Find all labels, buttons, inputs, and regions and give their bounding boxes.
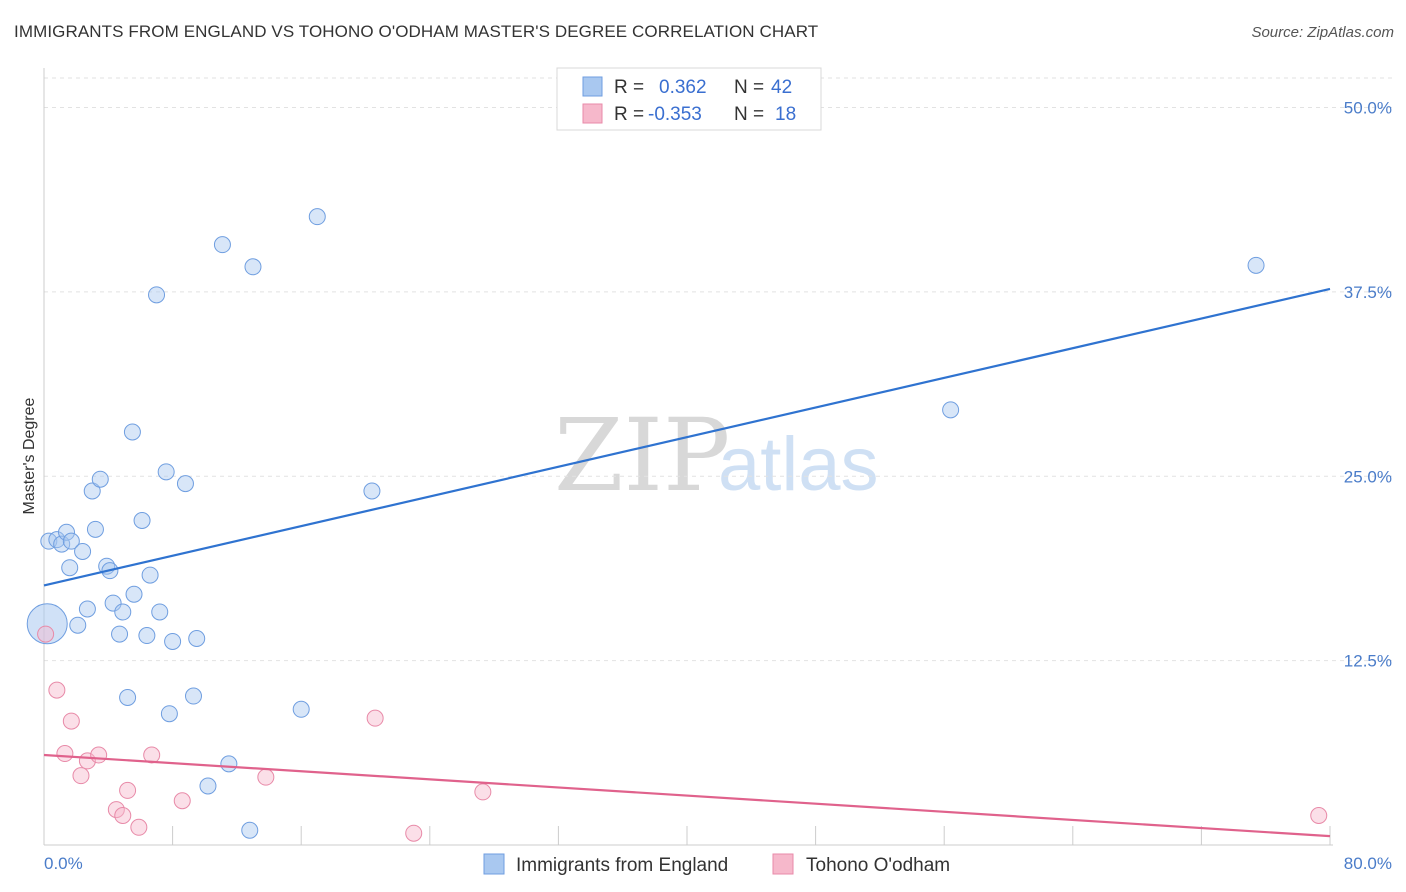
watermark-zip: ZIP xyxy=(554,397,730,514)
point-england-6 xyxy=(69,616,87,634)
point-tohono-1 xyxy=(48,681,66,699)
y-tick-label-37.5: 37.5% xyxy=(1344,283,1392,302)
point-tohono-13 xyxy=(257,768,275,786)
y-tick-labels: 12.5% 25.0% 37.5% 50.0% xyxy=(1344,99,1392,671)
point-england-22 xyxy=(141,566,159,584)
point-tohono-2 xyxy=(56,745,74,763)
point-england-7 xyxy=(74,542,92,560)
point-tohono-7 xyxy=(107,801,125,819)
point-tohono-17 xyxy=(1310,807,1328,824)
point-tohono-0 xyxy=(37,625,55,643)
point-england-31 xyxy=(199,777,217,795)
legend-r-label-england: R = xyxy=(614,77,644,98)
point-england-20 xyxy=(133,512,151,529)
bottom-legend: Immigrants from England Tohono O'odham xyxy=(483,853,950,876)
point-tohono-16 xyxy=(474,783,492,801)
point-tohono-3 xyxy=(62,712,80,730)
bottom-legend-swatch-england xyxy=(483,853,505,875)
legend-n-label-tohono: N = xyxy=(734,104,764,125)
legend-n-value-tohono: 18 xyxy=(775,104,796,125)
y-tick-label-12.5: 12.5% xyxy=(1344,652,1392,671)
point-england-23 xyxy=(148,286,166,304)
legend-swatch-england xyxy=(582,76,603,97)
chart-title: IMMIGRANTS FROM ENGLAND VS TOHONO O'ODHA… xyxy=(14,22,819,41)
series-immigrants-from-england xyxy=(26,208,1265,839)
y-axis-label: Master's Degree xyxy=(21,397,38,514)
x-tick-label-max: 80.0% xyxy=(1344,854,1392,873)
point-england-11 xyxy=(91,470,109,488)
point-england-34 xyxy=(241,821,259,839)
point-england-10 xyxy=(86,520,104,538)
x-tick-marks xyxy=(43,826,1331,845)
point-england-35 xyxy=(244,258,262,276)
series-tohono-oodham xyxy=(37,625,1328,842)
bottom-legend-label-tohono: Tohono O'odham xyxy=(806,855,950,876)
point-england-25 xyxy=(157,463,175,481)
point-england-19 xyxy=(125,585,143,603)
point-england-8 xyxy=(78,600,96,618)
point-england-14 xyxy=(104,594,122,612)
legend-r-value-tohono: -0.353 xyxy=(648,104,702,125)
point-england-3 xyxy=(58,523,76,541)
point-tohono-4 xyxy=(72,767,90,785)
point-england-33 xyxy=(220,755,238,773)
axes xyxy=(43,68,1333,846)
point-england-28 xyxy=(176,475,194,493)
point-england-24 xyxy=(151,603,169,621)
x-tick-label-min: 0.0% xyxy=(44,854,83,873)
gridlines xyxy=(44,77,1392,662)
point-england-16 xyxy=(114,603,132,621)
y-tick-label-50: 50.0% xyxy=(1344,99,1392,118)
legend-box: R = 0.362 N = 42 R = -0.353 N = 18 xyxy=(556,67,822,131)
point-tohono-10 xyxy=(130,818,148,836)
point-tohono-9 xyxy=(119,781,137,799)
point-england-4 xyxy=(61,559,79,577)
point-england-5 xyxy=(62,532,80,550)
trend-lines xyxy=(43,287,1331,838)
source-label: Source: ZipAtlas.com xyxy=(1251,24,1394,41)
point-england-39 xyxy=(942,401,960,419)
point-england-37 xyxy=(308,208,326,226)
point-england-26 xyxy=(160,705,178,723)
point-england-38 xyxy=(363,482,381,500)
point-england-15 xyxy=(111,625,129,643)
trend-line-england xyxy=(43,287,1331,587)
bottom-legend-label-england: Immigrants from England xyxy=(516,855,728,876)
point-tohono-11 xyxy=(143,746,161,764)
point-england-36 xyxy=(292,700,310,718)
legend-r-label-tohono: R = xyxy=(614,104,644,125)
point-england-17 xyxy=(119,689,137,706)
point-tohono-15 xyxy=(405,824,423,842)
point-england-29 xyxy=(184,687,202,705)
legend-n-value-england: 42 xyxy=(771,77,792,98)
point-england-9 xyxy=(83,482,101,500)
point-england-21 xyxy=(138,627,156,645)
point-tohono-14 xyxy=(366,709,384,727)
legend-swatch-tohono xyxy=(582,103,603,124)
point-england-30 xyxy=(188,630,206,647)
point-tohono-8 xyxy=(114,807,132,824)
point-tohono-12 xyxy=(173,792,191,810)
watermark-atlas: atlas xyxy=(718,422,879,507)
legend-n-label-england: N = xyxy=(734,77,764,98)
point-england-27 xyxy=(164,632,182,650)
point-tohono-6 xyxy=(90,746,108,764)
legend-r-value-england: 0.362 xyxy=(659,77,707,98)
point-england-18 xyxy=(123,423,141,441)
y-tick-label-25: 25.0% xyxy=(1344,467,1392,486)
point-england-40 xyxy=(1247,256,1265,274)
trend-line-tohono xyxy=(43,753,1331,838)
point-england-32 xyxy=(213,236,231,254)
bottom-legend-swatch-tohono xyxy=(772,853,794,875)
